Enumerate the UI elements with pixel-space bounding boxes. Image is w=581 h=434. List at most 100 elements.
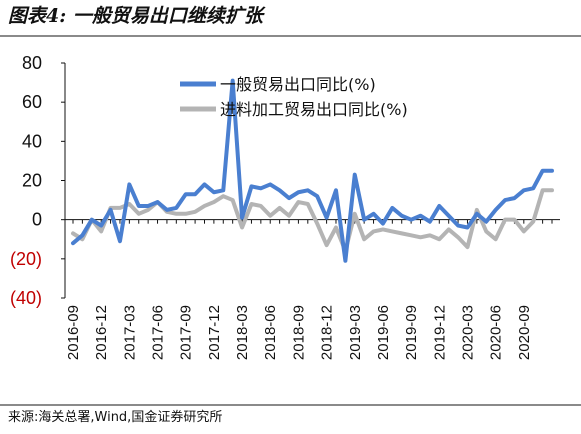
data-point bbox=[166, 209, 168, 211]
data-point bbox=[447, 214, 450, 217]
data-point bbox=[532, 220, 535, 223]
x-tick-label: 2018-09 bbox=[290, 305, 307, 360]
data-point bbox=[410, 218, 412, 221]
series-2 bbox=[71, 188, 554, 253]
data-point bbox=[325, 244, 328, 246]
data-point bbox=[72, 242, 74, 244]
x-tick-label: 2018-06 bbox=[262, 305, 279, 360]
data-point bbox=[504, 199, 506, 201]
data-point bbox=[541, 169, 544, 172]
data-point bbox=[128, 183, 131, 186]
x-tick-label: 2019-06 bbox=[375, 305, 392, 360]
data-point bbox=[419, 236, 422, 239]
data-point bbox=[90, 218, 93, 221]
data-point bbox=[288, 214, 290, 217]
chart-legend: 一般贸易出口同比(%) 进料加工贸易出口同比(%) bbox=[180, 75, 408, 119]
data-point bbox=[353, 173, 356, 176]
data-point bbox=[278, 207, 281, 209]
data-point bbox=[307, 203, 309, 205]
x-tick-label: 2017-12 bbox=[206, 305, 223, 360]
data-point bbox=[184, 212, 187, 215]
data-point bbox=[260, 187, 262, 190]
data-point bbox=[494, 209, 497, 211]
data-point bbox=[504, 218, 506, 221]
y-tick-label: 80 bbox=[22, 53, 42, 73]
x-tick-label: 2019-03 bbox=[347, 305, 364, 360]
data-point bbox=[391, 207, 394, 209]
data-point bbox=[203, 183, 206, 186]
data-point bbox=[316, 222, 318, 225]
chart-axes bbox=[64, 63, 560, 298]
data-point bbox=[72, 232, 74, 235]
source-note: 来源:海关总署,Wind,国金证券研究所 bbox=[8, 410, 223, 425]
data-point bbox=[241, 226, 243, 229]
data-point bbox=[363, 238, 365, 241]
data-point bbox=[203, 205, 206, 207]
y-tick-label: 40 bbox=[22, 131, 42, 151]
data-point bbox=[513, 197, 516, 199]
data-point bbox=[109, 209, 112, 211]
data-point bbox=[513, 218, 516, 221]
data-point bbox=[372, 212, 375, 215]
data-point bbox=[438, 205, 441, 207]
data-point bbox=[307, 189, 309, 192]
data-point bbox=[316, 195, 318, 197]
x-tick-label: 2018-12 bbox=[319, 305, 336, 360]
x-tick-label: 2019-12 bbox=[431, 305, 448, 360]
data-point bbox=[372, 230, 375, 233]
x-tick-label: 2020-03 bbox=[459, 305, 476, 360]
data-point bbox=[353, 212, 356, 215]
data-point bbox=[400, 232, 403, 235]
x-tick-label: 2018-03 bbox=[234, 305, 251, 360]
y-tick-label: 20 bbox=[22, 171, 42, 191]
data-point bbox=[494, 238, 497, 241]
footer-divider bbox=[0, 404, 581, 406]
data-point bbox=[363, 218, 365, 221]
data-point bbox=[297, 191, 300, 194]
data-point bbox=[410, 234, 412, 237]
data-point bbox=[137, 212, 140, 215]
data-point bbox=[231, 79, 234, 82]
data-point bbox=[100, 224, 102, 227]
data-point bbox=[231, 199, 234, 201]
x-tick-label: 2016-09 bbox=[65, 305, 82, 360]
x-tick-label: 2019-09 bbox=[403, 305, 420, 360]
data-point bbox=[250, 203, 253, 205]
data-point bbox=[476, 212, 478, 215]
data-point bbox=[532, 187, 535, 190]
legend-label-2: 进料加工贸易出口同比(%) bbox=[220, 100, 408, 119]
data-point bbox=[335, 189, 337, 192]
data-point bbox=[175, 212, 178, 215]
data-point bbox=[429, 234, 431, 237]
data-point bbox=[241, 216, 243, 219]
data-point bbox=[156, 201, 159, 203]
x-tick-label: 2016-12 bbox=[93, 305, 110, 360]
data-point bbox=[391, 230, 394, 233]
y-axis-ticks: 80 60 40 20 0 (20) (40) bbox=[10, 53, 65, 308]
data-point bbox=[335, 226, 337, 229]
data-point bbox=[429, 220, 431, 223]
series-1 bbox=[71, 78, 554, 263]
data-point bbox=[137, 205, 140, 207]
y-tick-label: 60 bbox=[22, 92, 42, 112]
data-point bbox=[551, 189, 553, 192]
data-point bbox=[222, 195, 225, 197]
data-point bbox=[128, 203, 131, 205]
data-point bbox=[213, 191, 215, 194]
data-point bbox=[400, 214, 403, 217]
data-point bbox=[269, 214, 272, 217]
data-point bbox=[419, 214, 422, 217]
data-point bbox=[466, 226, 469, 229]
data-point bbox=[100, 230, 102, 233]
data-point bbox=[466, 246, 469, 248]
data-point bbox=[551, 169, 553, 172]
data-point bbox=[382, 222, 384, 225]
data-point bbox=[119, 207, 121, 209]
data-point bbox=[297, 201, 300, 203]
data-point bbox=[541, 189, 544, 192]
x-axis-ticks: 2016-09 2016-12 2017-03 2017-06 2017-09 2017-… bbox=[65, 219, 553, 360]
data-point bbox=[260, 205, 262, 207]
data-point bbox=[222, 189, 225, 192]
series-lines bbox=[71, 78, 554, 263]
